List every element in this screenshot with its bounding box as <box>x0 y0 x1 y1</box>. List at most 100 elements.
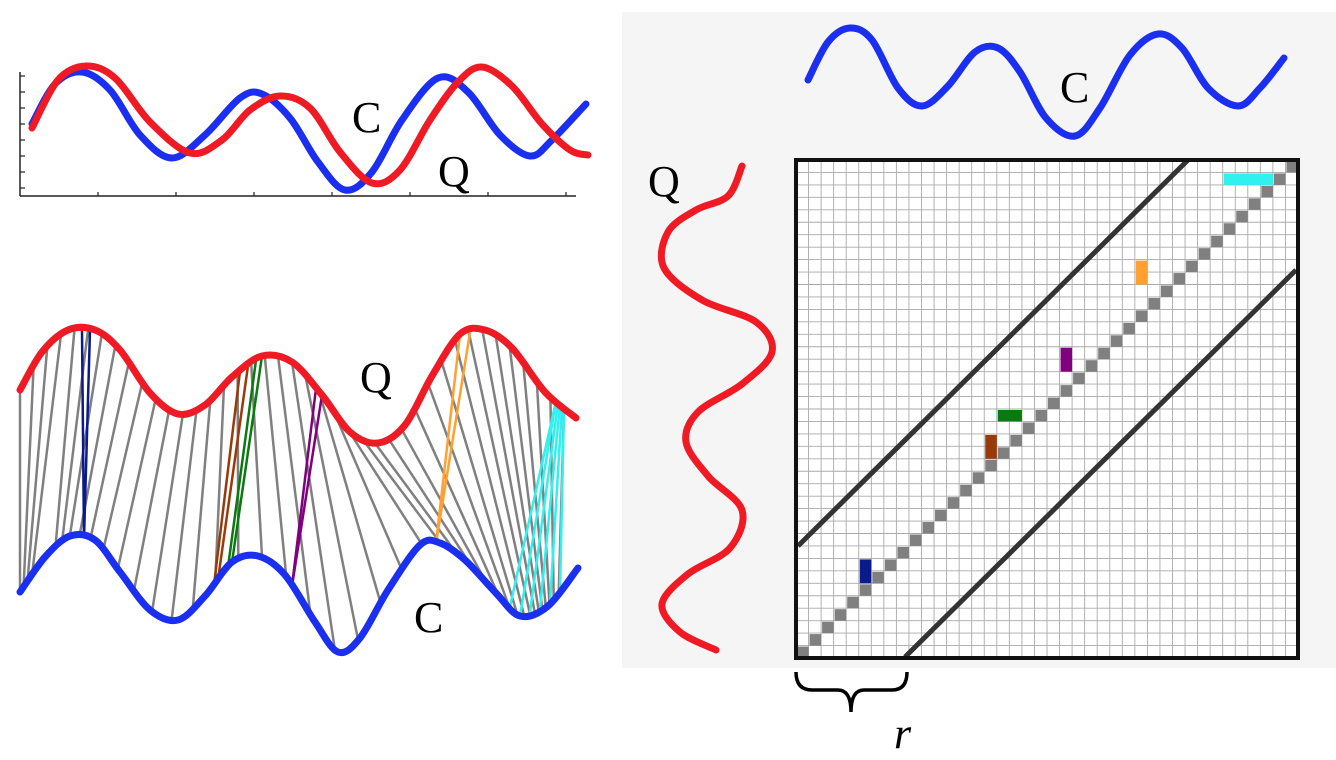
warping-line <box>518 401 558 617</box>
warping-line <box>236 373 240 561</box>
warping-line <box>521 362 547 607</box>
warping-path-cell <box>1048 397 1060 409</box>
warping-line <box>191 399 212 607</box>
warping-line <box>372 440 459 556</box>
warping-path-highlight-cell <box>997 410 1022 422</box>
warping-line <box>345 426 424 546</box>
warping-path-cell <box>847 596 859 609</box>
warping-line <box>413 407 500 596</box>
alignment-label-c: C <box>414 593 443 642</box>
alignment-label-q: Q <box>360 353 392 402</box>
warping-line <box>68 335 103 537</box>
warping-path-cell <box>1022 422 1035 434</box>
warping-path-cell <box>1123 322 1135 335</box>
warping-line <box>434 332 472 544</box>
warping-path-cell <box>1261 185 1273 198</box>
warping-path-cell <box>922 522 935 534</box>
warping-path-cell <box>1173 273 1186 285</box>
warping-line <box>226 360 258 568</box>
warping-line <box>212 371 242 585</box>
warping-alignment: Q C <box>16 323 582 657</box>
warping-line <box>359 435 442 545</box>
warping-path-cell <box>960 484 972 497</box>
warping-path-cell <box>985 459 997 472</box>
warping-path-highlight-cell <box>985 434 997 459</box>
warping-path-cell <box>822 621 834 634</box>
warping-path-highlight-cell <box>1135 260 1148 285</box>
warping-path-cell <box>1186 260 1198 273</box>
warping-line <box>494 337 540 610</box>
matrix-label-q: Q <box>648 157 680 206</box>
warping-path-cell <box>1135 310 1148 322</box>
warping-line <box>558 407 566 591</box>
band-lower-line <box>903 268 1298 659</box>
warping-line <box>548 406 564 604</box>
warping-line <box>290 388 318 587</box>
warping-line <box>304 376 360 640</box>
warping-line <box>30 335 63 576</box>
warping-path-cell <box>884 559 897 571</box>
overlay-plot: C Q <box>19 62 592 197</box>
warping-line <box>116 397 158 570</box>
warping-line <box>82 329 92 539</box>
matrix-border <box>794 158 1300 660</box>
window-brace <box>794 671 909 713</box>
warping-line <box>386 436 475 570</box>
warping-line <box>481 330 536 612</box>
warping-path-highlight-cell <box>859 559 872 584</box>
warping-path-cell <box>1223 223 1236 235</box>
warping-path-cell <box>1286 161 1298 173</box>
warping-line <box>170 407 199 618</box>
warping-line <box>230 355 264 563</box>
warping-line <box>22 366 35 588</box>
warping-path-cell <box>809 634 822 646</box>
warping-path-highlight-cell <box>1060 347 1073 372</box>
warping-path-cell <box>797 646 809 658</box>
warping-path-cell <box>1035 410 1047 422</box>
warping-line <box>132 407 171 591</box>
overlay-series-c <box>28 68 590 194</box>
warping-path-cell <box>972 472 985 484</box>
warping-path-cell <box>947 497 960 509</box>
overlay-series-q <box>28 62 592 188</box>
warping-line <box>60 329 90 543</box>
warping-path-cell <box>1148 297 1160 310</box>
alignment-series-c <box>16 530 582 657</box>
warping-path-cell <box>872 571 884 584</box>
warping-line <box>80 329 86 539</box>
warping-path-cell <box>1160 285 1173 297</box>
warping-line <box>538 404 562 609</box>
warping-line <box>453 340 526 615</box>
warping-line <box>399 427 488 584</box>
warping-path-cell <box>1073 372 1085 385</box>
warping-path-cell <box>1273 173 1286 185</box>
matrix-label-c: C <box>1060 63 1089 112</box>
warping-line <box>26 347 49 582</box>
warping-line <box>277 359 312 616</box>
warping-path-cell <box>1060 385 1073 397</box>
warping-line <box>317 391 382 604</box>
warping-path-cell <box>1098 347 1110 360</box>
warping-line <box>331 408 404 571</box>
warping-path-cell <box>1211 235 1223 248</box>
warping-path-cell <box>1248 198 1261 210</box>
warping-line <box>213 385 226 584</box>
warping-line <box>440 361 519 614</box>
overlay-label-q: Q <box>438 147 470 196</box>
warping-line <box>290 361 336 648</box>
warping-line <box>434 333 462 544</box>
warping-path-cell <box>909 534 922 546</box>
warping-path-cell <box>1236 210 1248 223</box>
warping-line <box>101 381 144 551</box>
matrix-series-q <box>657 162 776 654</box>
warping-line <box>89 362 131 540</box>
warping-path-cell <box>1085 360 1098 372</box>
overlay-label-c: C <box>352 93 381 142</box>
warping-path-cell <box>1010 434 1022 447</box>
warping-line <box>54 329 76 549</box>
warping-line <box>249 363 264 559</box>
warping-line <box>535 380 551 605</box>
warping-line <box>508 400 558 607</box>
warping-path-cell <box>834 609 847 621</box>
